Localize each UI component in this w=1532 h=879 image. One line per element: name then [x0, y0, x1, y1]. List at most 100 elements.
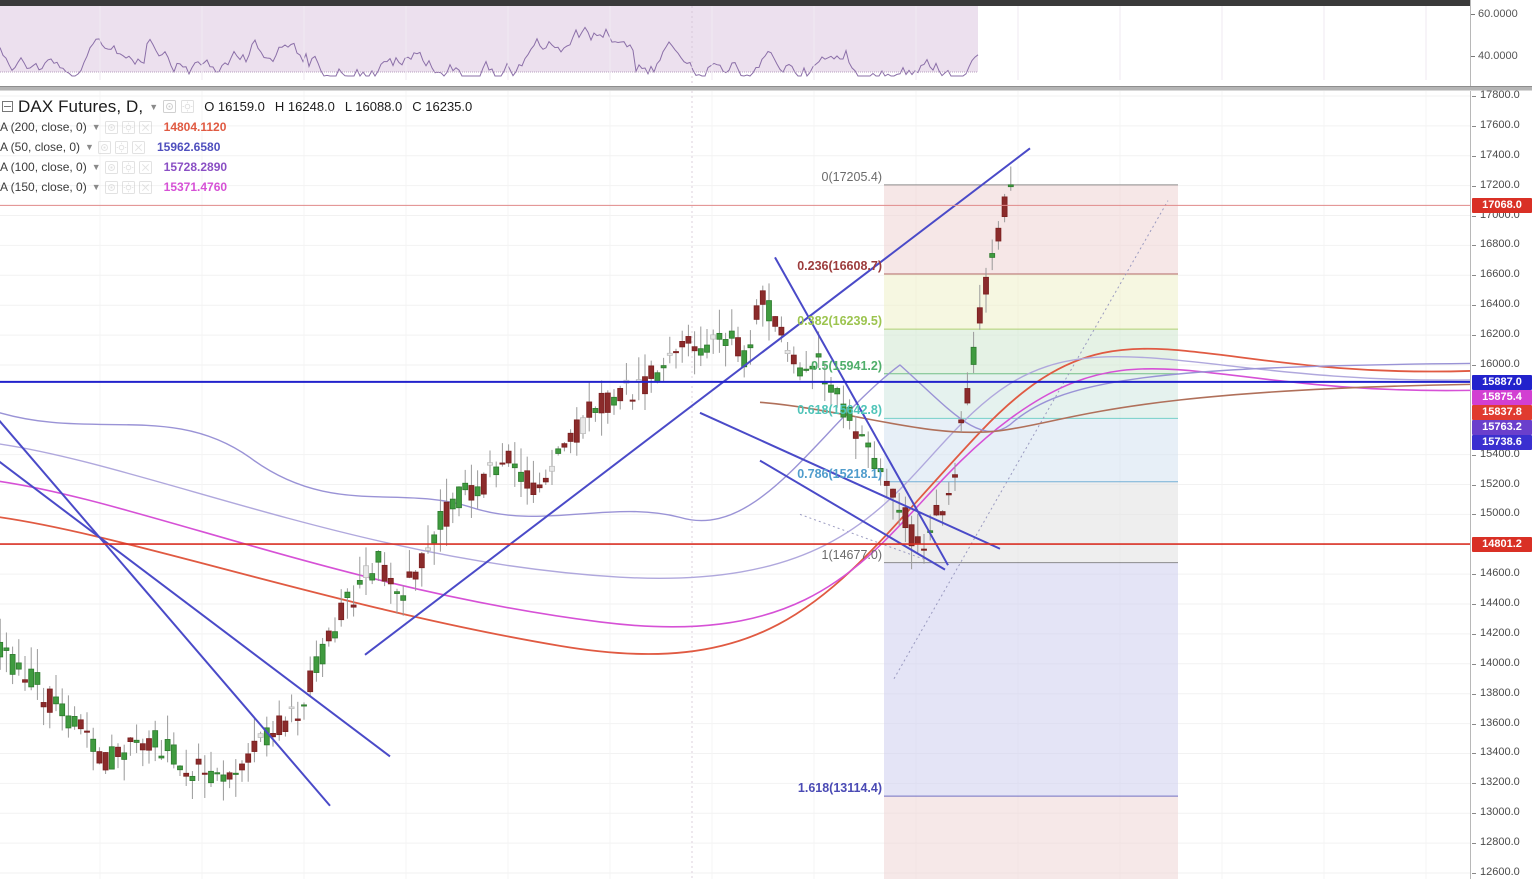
price-badge[interactable]: 15738.6	[1472, 434, 1532, 450]
settings-icon[interactable]	[121, 160, 135, 174]
close-icon[interactable]	[138, 120, 152, 134]
indicator-name: A (150, close, 0)	[0, 180, 87, 194]
collapse-icon[interactable]	[2, 101, 13, 112]
fibonacci-retracement[interactable]	[0, 91, 1470, 879]
chart-legend: DAX Futures, D, ▼ O 16159.0 H 16248.0 L …	[0, 96, 472, 197]
indicator-row[interactable]: A (200, close, 0) ▼ 14804.1120	[0, 117, 472, 137]
fib-level-label: 0(17205.4)	[821, 169, 882, 184]
axis-tick-mark	[1472, 574, 1476, 576]
indicator-value: 15371.4760	[163, 180, 228, 194]
axis-tick-mark	[1472, 364, 1476, 366]
axis-tick-mark	[1472, 843, 1476, 845]
trendline-drawings[interactable]	[0, 91, 1470, 879]
oscillator-fill	[0, 6, 978, 72]
axis-tick-mark	[1472, 125, 1476, 127]
chevron-down-icon[interactable]: ▼	[91, 122, 101, 132]
price-tick-label: 14200.0	[1480, 626, 1520, 639]
axis-tick-mark	[1472, 484, 1476, 486]
axis-tick-mark	[1472, 245, 1476, 247]
visibility-icon[interactable]	[97, 140, 111, 154]
chevron-down-icon[interactable]: ▼	[91, 182, 101, 192]
oscillator-tick-label: 40.0000	[1478, 50, 1518, 62]
visibility-icon[interactable]	[104, 180, 118, 194]
axis-tick-mark	[1471, 14, 1475, 15]
axis-tick-mark	[1472, 185, 1476, 187]
fib-level-label: 0.618(15642.8)	[797, 403, 882, 418]
price-axis[interactable]: 17800.0 17600.0 17400.0 17200.0 17000.0 16800…	[1470, 89, 1532, 879]
visibility-icon[interactable]	[163, 100, 177, 113]
price-tick-label: 16000.0	[1480, 357, 1520, 370]
price-tick-label: 13800.0	[1480, 686, 1520, 699]
indicator-value: 14804.1120	[163, 120, 227, 134]
price-tick-label: 15200.0	[1480, 477, 1520, 490]
close-icon[interactable]	[138, 180, 152, 194]
axis-tick-mark	[1471, 56, 1475, 57]
close-icon[interactable]	[131, 140, 145, 154]
price-tick-label: 17200.0	[1480, 178, 1520, 191]
price-badge[interactable]: 15887.0	[1472, 374, 1532, 390]
price-tick-label: 14400.0	[1480, 597, 1520, 610]
indicator-rows: A (200, close, 0) ▼ 14804.1120 A (50, close…	[0, 117, 472, 197]
ohlc-close: C 16235.0	[412, 99, 473, 114]
price-tick-label: 17400.0	[1480, 148, 1520, 161]
indicator-row[interactable]: A (50, close, 0) ▼ 15962.6580	[0, 137, 472, 157]
axis-tick-mark	[1472, 753, 1476, 755]
candlestick-series	[0, 166, 1014, 801]
oscillator-tick-label: 60.0000	[1478, 8, 1518, 20]
axis-tick-mark	[1472, 215, 1476, 217]
price-badge[interactable]: 15763.2	[1472, 419, 1532, 435]
page-title[interactable]: DAX Futures, D,	[18, 96, 144, 116]
settings-icon[interactable]	[181, 100, 195, 113]
ohlc-low: L 16088.0	[344, 99, 403, 114]
chevron-down-icon[interactable]: ▼	[91, 162, 101, 172]
chevron-down-icon[interactable]: ▼	[149, 101, 159, 112]
price-tick-label: 14000.0	[1480, 656, 1520, 669]
price-tick-label: 12600.0	[1480, 866, 1520, 878]
indicator-name: A (50, close, 0)	[0, 140, 81, 154]
price-tick-label: 17600.0	[1480, 118, 1520, 131]
oscillator-pane	[0, 0, 1470, 86]
settings-icon[interactable]	[121, 180, 135, 194]
indicator-name: A (200, close, 0)	[0, 120, 87, 134]
fib-level-label: 0.236(16608.7)	[797, 259, 882, 273]
axis-tick-mark	[1472, 335, 1476, 337]
indicator-row[interactable]: A (150, close, 0) ▼ 15371.4760	[0, 177, 472, 197]
price-tick-label: 13000.0	[1480, 806, 1520, 819]
settings-icon[interactable]	[114, 140, 128, 154]
settings-icon[interactable]	[121, 120, 135, 134]
fib-level-label: 0.382(16239.5)	[797, 314, 882, 329]
pane-separator[interactable]	[0, 86, 1532, 91]
price-tick-label: 16400.0	[1480, 298, 1520, 311]
fib-level-label: 1(14677.0)	[821, 547, 882, 562]
price-badge[interactable]: 15837.8	[1472, 404, 1532, 420]
price-tick-label: 13600.0	[1480, 716, 1520, 729]
price-badge[interactable]: 17068.0	[1472, 198, 1532, 214]
indicator-value: 15728.2890	[163, 160, 228, 174]
axis-tick-mark	[1472, 604, 1476, 606]
oscillator-price-axis[interactable]: 60.0000 40.0000	[1470, 0, 1532, 86]
axis-tick-mark	[1472, 723, 1476, 725]
fib-level-label: 0.5(15941.2)	[811, 358, 882, 373]
axis-tick-mark	[1472, 514, 1476, 516]
main-chart-pane[interactable]	[0, 91, 1470, 879]
symbol-row[interactable]: DAX Futures, D, ▼ O 16159.0 H 16248.0 L …	[0, 96, 472, 117]
price-badge[interactable]: 14801.2	[1472, 537, 1532, 553]
indicator-name: A (100, close, 0)	[0, 160, 87, 174]
axis-tick-mark	[1472, 275, 1476, 277]
close-icon[interactable]	[138, 160, 152, 174]
price-badge[interactable]: 15875.4	[1472, 389, 1532, 405]
axis-tick-mark	[1472, 96, 1476, 97]
chevron-down-icon[interactable]: ▼	[85, 142, 94, 152]
indicator-row[interactable]: A (100, close, 0) ▼ 15728.2890	[0, 157, 472, 177]
moving-average-lines	[0, 347, 1470, 655]
oscillator-top-divider	[0, 0, 1470, 6]
visibility-icon[interactable]	[104, 120, 118, 134]
ohlc-open: O 16159.0	[204, 99, 265, 114]
visibility-icon[interactable]	[104, 160, 118, 174]
indicator-value: 15962.6580	[156, 140, 221, 154]
oscillator-plot	[0, 6, 1427, 86]
axis-tick-mark	[1472, 305, 1476, 307]
price-tick-label: 13400.0	[1480, 746, 1520, 759]
price-tick-label: 12800.0	[1480, 836, 1520, 849]
axis-tick-mark	[1472, 693, 1476, 695]
